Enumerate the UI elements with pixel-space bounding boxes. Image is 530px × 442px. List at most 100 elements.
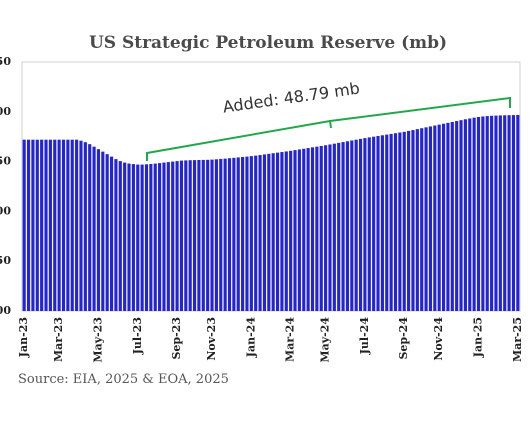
bar (66, 139, 70, 311)
bar (44, 139, 48, 311)
bar (511, 115, 516, 312)
bar (149, 163, 153, 311)
bar (372, 136, 376, 311)
bar (354, 139, 358, 311)
bar (35, 139, 39, 311)
bar (219, 158, 223, 311)
x-tick-label: Nov-24 (432, 317, 445, 361)
bar (57, 139, 61, 311)
x-tick-label: Jan-24 (244, 317, 257, 359)
plot-frame (21, 61, 521, 312)
bar (315, 146, 319, 311)
bar (171, 161, 175, 311)
bar (206, 159, 210, 311)
bar (358, 138, 363, 311)
bar (48, 139, 52, 311)
bar (114, 159, 118, 311)
bar (118, 161, 122, 311)
bar (79, 140, 83, 311)
bar (437, 124, 441, 311)
bar (214, 159, 218, 311)
bar (267, 153, 271, 311)
bar (494, 115, 498, 311)
bar (223, 158, 227, 311)
x-tick-label: May-24 (319, 317, 332, 363)
bar (324, 145, 328, 311)
x-tick-label: Mar-23 (52, 317, 65, 362)
bar (158, 163, 162, 311)
bar (337, 142, 341, 311)
bar (289, 150, 293, 311)
bar (101, 151, 105, 311)
bar (31, 139, 35, 311)
bar (109, 156, 114, 311)
bar (345, 141, 350, 311)
bar (411, 130, 415, 311)
bar (140, 164, 144, 311)
y-tick-label: 250 (0, 254, 11, 267)
bar (428, 126, 433, 312)
bar (61, 139, 66, 311)
bar (402, 131, 406, 311)
bar (319, 145, 323, 311)
y-tick-label: 300 (0, 204, 11, 217)
bar (350, 140, 354, 311)
source: Source: EIA, 2025 & EOA, 2025 (18, 372, 229, 387)
bar (398, 132, 402, 311)
bar (127, 163, 131, 311)
y-tick-label: 450 (0, 55, 11, 68)
bar (415, 129, 419, 311)
bar (262, 154, 267, 311)
bar (210, 159, 214, 311)
bar (293, 150, 297, 311)
bar (162, 162, 166, 311)
bar (83, 142, 87, 311)
bar (236, 157, 240, 311)
bar (490, 115, 494, 311)
bar (166, 162, 170, 311)
x-tick-label: Mar-24 (284, 317, 297, 362)
x-tick-label: Sep-23 (170, 317, 183, 360)
bar (188, 160, 192, 311)
bar (123, 162, 127, 311)
bar (275, 152, 280, 311)
bar (249, 156, 253, 311)
bar (258, 155, 262, 311)
bar (446, 122, 450, 312)
bar (40, 139, 44, 311)
bar (385, 134, 389, 311)
bar (136, 164, 140, 311)
bar (153, 163, 157, 311)
x-tick-label: Jan-25 (472, 317, 485, 358)
bar (433, 125, 437, 311)
bar (284, 151, 288, 311)
x-tick-label: Sep-24 (397, 317, 410, 360)
bar (376, 136, 380, 311)
bar (53, 139, 57, 311)
bar (297, 149, 301, 311)
x-tick-label: Jul-23 (131, 317, 144, 355)
bar (468, 118, 472, 311)
bar (476, 116, 481, 311)
x-tick-label: Jul-24 (358, 317, 371, 356)
bar (341, 142, 345, 311)
bar (424, 127, 428, 311)
bar (393, 133, 398, 311)
chart-title: US Strategic Petroleum Reserve (mb) (89, 33, 447, 53)
bar (26, 139, 31, 311)
bar (463, 119, 467, 312)
bar (92, 146, 96, 311)
bar (441, 123, 446, 311)
bar (144, 164, 149, 311)
x-tick-label: Jan-23 (17, 317, 30, 358)
bar (22, 139, 26, 311)
bar (332, 143, 336, 311)
bar (192, 160, 197, 311)
bar (179, 160, 184, 311)
x-tick-label: Nov-23 (205, 317, 218, 361)
annotation: Added: 48.79 mb (222, 79, 361, 117)
x-tick-label: Mar-25 (511, 317, 524, 362)
bar (271, 153, 275, 311)
bar (516, 114, 520, 311)
